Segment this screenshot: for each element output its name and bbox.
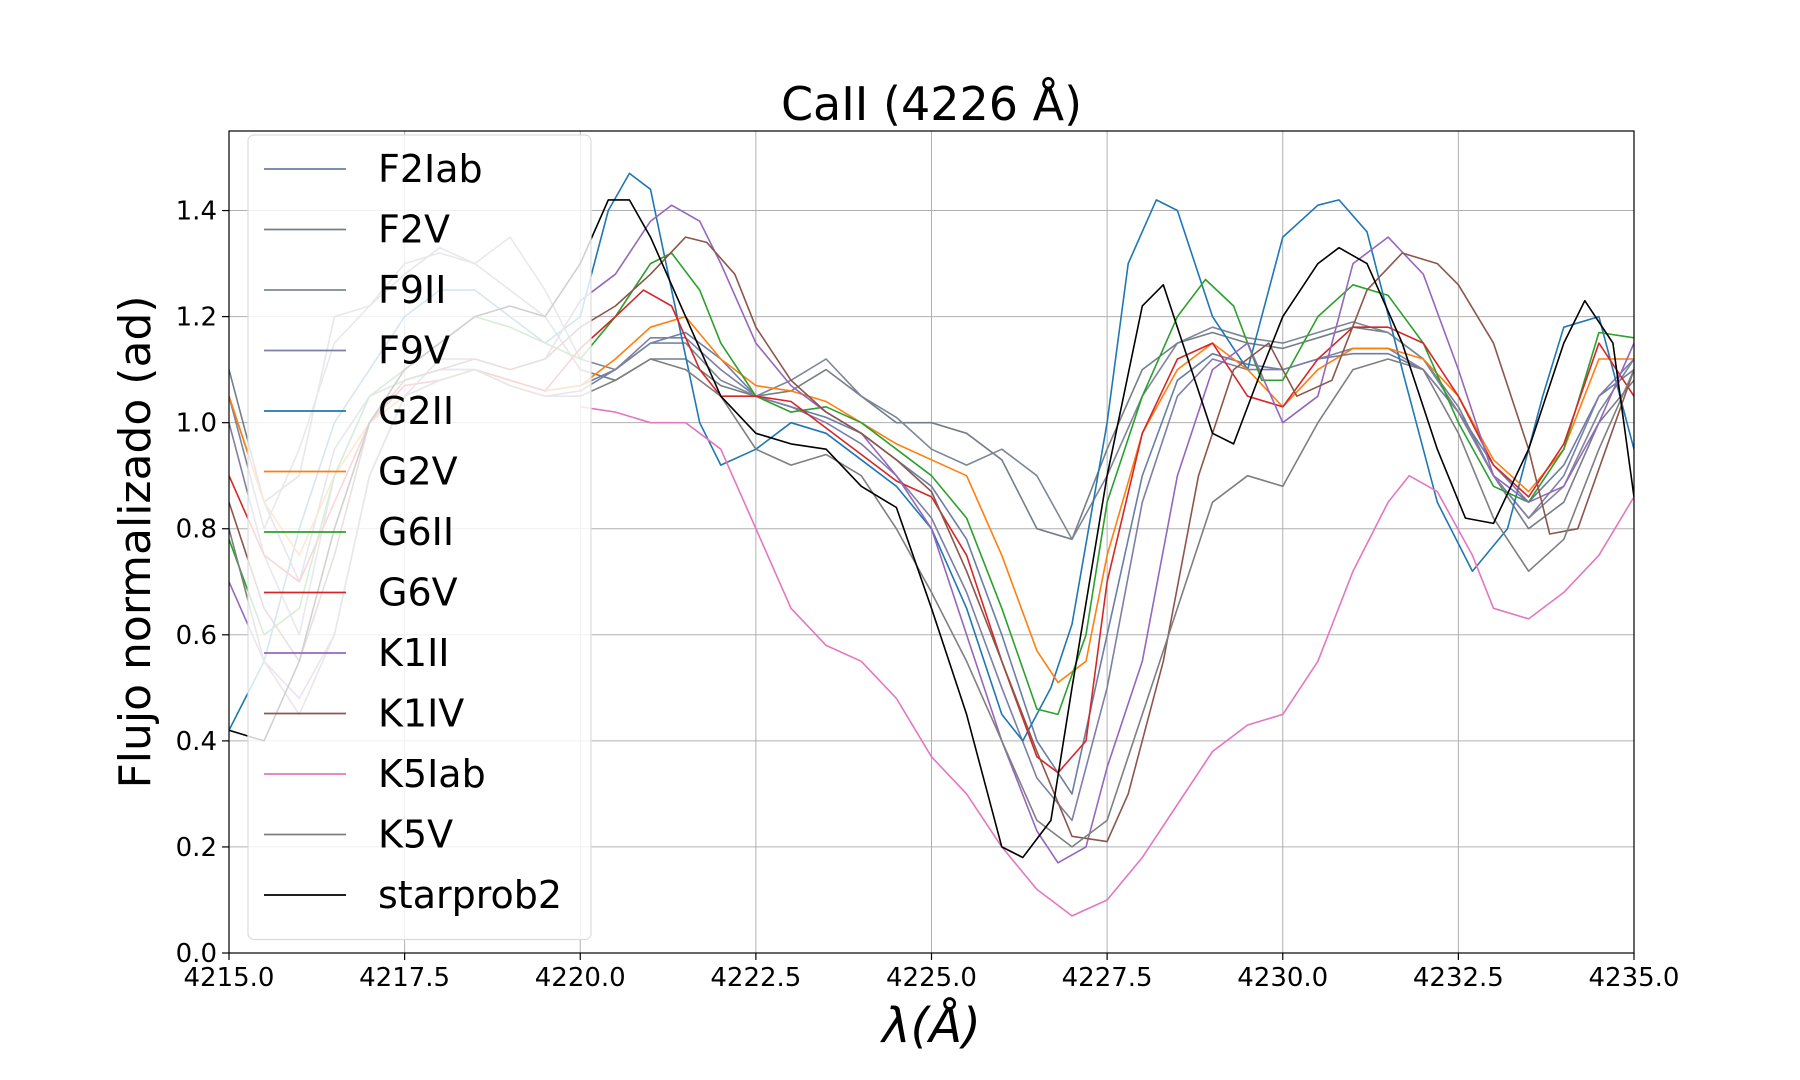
- legend-label: G6V: [378, 571, 458, 615]
- x-tick-label: 4225.0: [886, 963, 977, 993]
- x-tick-label: 4230.0: [1237, 963, 1328, 993]
- x-tick-label: 4217.5: [359, 963, 450, 993]
- x-tick-label: 4227.5: [1062, 963, 1153, 993]
- y-tick-label: 0.6: [176, 621, 217, 651]
- series-line-k5iab: [580, 406, 1634, 917]
- y-tick-label: 1.4: [176, 197, 217, 227]
- legend-box: [247, 134, 592, 941]
- legend-label: F9II: [378, 268, 446, 312]
- legend-label: F2Iab: [378, 147, 483, 191]
- y-tick-label: 0.0: [176, 939, 217, 969]
- legend-label: G2II: [378, 389, 454, 433]
- legend-label: G6II: [378, 510, 454, 554]
- x-tick-label: 4215.0: [184, 963, 275, 993]
- legend-label: K5Iab: [378, 752, 486, 796]
- y-tick-label: 1.0: [176, 409, 217, 439]
- x-tick-label: 4232.5: [1413, 963, 1504, 993]
- y-tick-label: 0.8: [176, 515, 217, 545]
- legend: F2Iab F2V F9II F9V G2II G2V G6II G6V K1II K1IV K5I…: [247, 134, 592, 941]
- legend-label: K5V: [378, 813, 453, 857]
- legend-label: F2V: [378, 208, 450, 252]
- legend-label: starprob2: [378, 873, 562, 917]
- legend-label: F9V: [378, 329, 450, 373]
- x-tick-label: 4220.0: [535, 963, 626, 993]
- y-tick-label: 0.2: [176, 833, 217, 863]
- y-tick-label: 0.4: [176, 727, 217, 757]
- legend-label: K1IV: [378, 692, 464, 736]
- y-tick-label: 1.2: [176, 303, 217, 333]
- y-axis-label: Flujo normalizado (ad): [110, 295, 161, 788]
- chart-title: CaII (4226 Å): [781, 77, 1082, 131]
- axis-ticks: 4215.0 4217.5 4220.0 4222.5 4225.0 4227.5 4230…: [176, 197, 1680, 993]
- x-tick-label: 4235.0: [1589, 963, 1680, 993]
- legend-label: G2V: [378, 450, 458, 494]
- x-tick-label: 4222.5: [710, 963, 801, 993]
- legend-label: K1II: [378, 631, 450, 675]
- x-axis-label: λ(Å): [879, 997, 981, 1054]
